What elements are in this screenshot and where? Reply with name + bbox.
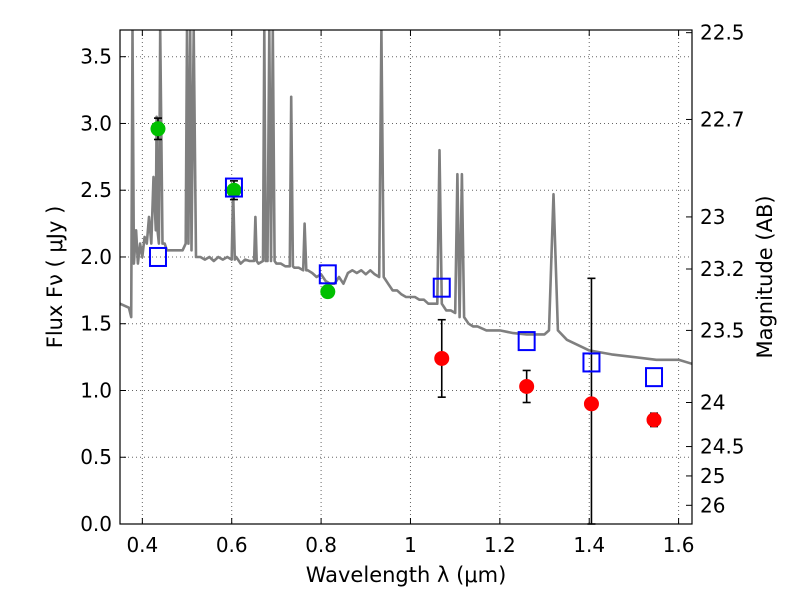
x-tick-label: 0.8	[305, 533, 337, 557]
y-axis-label: Flux Fν ( μJy )	[43, 206, 67, 349]
model-photometry-square	[582, 352, 601, 373]
x-tick-label: 1.4	[573, 533, 605, 557]
green-data-point	[320, 284, 336, 300]
x-tick-label: 0.6	[216, 533, 248, 557]
y-tick-label: 2.5	[80, 178, 112, 202]
y-tick-label: 3.0	[80, 111, 112, 135]
grid	[120, 30, 692, 525]
red-data-point	[434, 350, 450, 366]
photometry-markers	[148, 117, 664, 525]
x-tick-label: 0.4	[126, 533, 158, 557]
model-photometry-square	[432, 277, 451, 298]
plot-frame	[119, 29, 693, 525]
y-tick-label: 0.5	[80, 445, 112, 469]
model-photometry-square	[148, 246, 167, 267]
right-tick-label: 23	[700, 205, 725, 229]
red-data-point	[583, 396, 599, 412]
right-tick-label: 25	[700, 464, 725, 488]
y-tick-label: 1.0	[80, 378, 112, 402]
red-data-point	[519, 378, 535, 394]
right-tick-label: 22.5	[700, 21, 745, 45]
red-data-point	[646, 412, 662, 428]
right-tick-label: 24	[700, 391, 725, 415]
axis-ticks: 0.4 0.6 0.8 1 1.2 1.4 1.6 0.0 0.5 1.0 1.5 2.0 2.5 3.0…	[80, 21, 744, 557]
model-photometry-square	[517, 331, 536, 352]
model-photometry-square	[645, 367, 664, 388]
right-tick-label: 22.7	[700, 107, 745, 131]
y-tick-label: 3.5	[80, 45, 112, 69]
y-tick-label: 1.5	[80, 312, 112, 336]
right-axis-label: Magnitude (AB)	[753, 195, 777, 358]
model-spectrum	[120, 30, 692, 366]
right-tick-label: 24.5	[700, 435, 745, 459]
x-tick-label: 1	[404, 533, 417, 557]
y-tick-label: 2.0	[80, 245, 112, 269]
y-tick-label: 0.0	[80, 512, 112, 536]
green-data-point	[150, 121, 166, 137]
model-photometry-square	[224, 177, 243, 198]
x-axis-label: Wavelength λ (μm)	[306, 563, 507, 587]
green-data-point	[226, 182, 242, 198]
right-tick-label: 26	[700, 493, 725, 517]
model-spectrum-line	[120, 30, 692, 366]
x-tick-label: 1.2	[484, 533, 516, 557]
right-tick-label: 23.2	[700, 257, 745, 281]
right-tick-label: 23.5	[700, 318, 745, 342]
model-photometry-square	[318, 264, 337, 285]
x-tick-label: 1.6	[663, 533, 695, 557]
